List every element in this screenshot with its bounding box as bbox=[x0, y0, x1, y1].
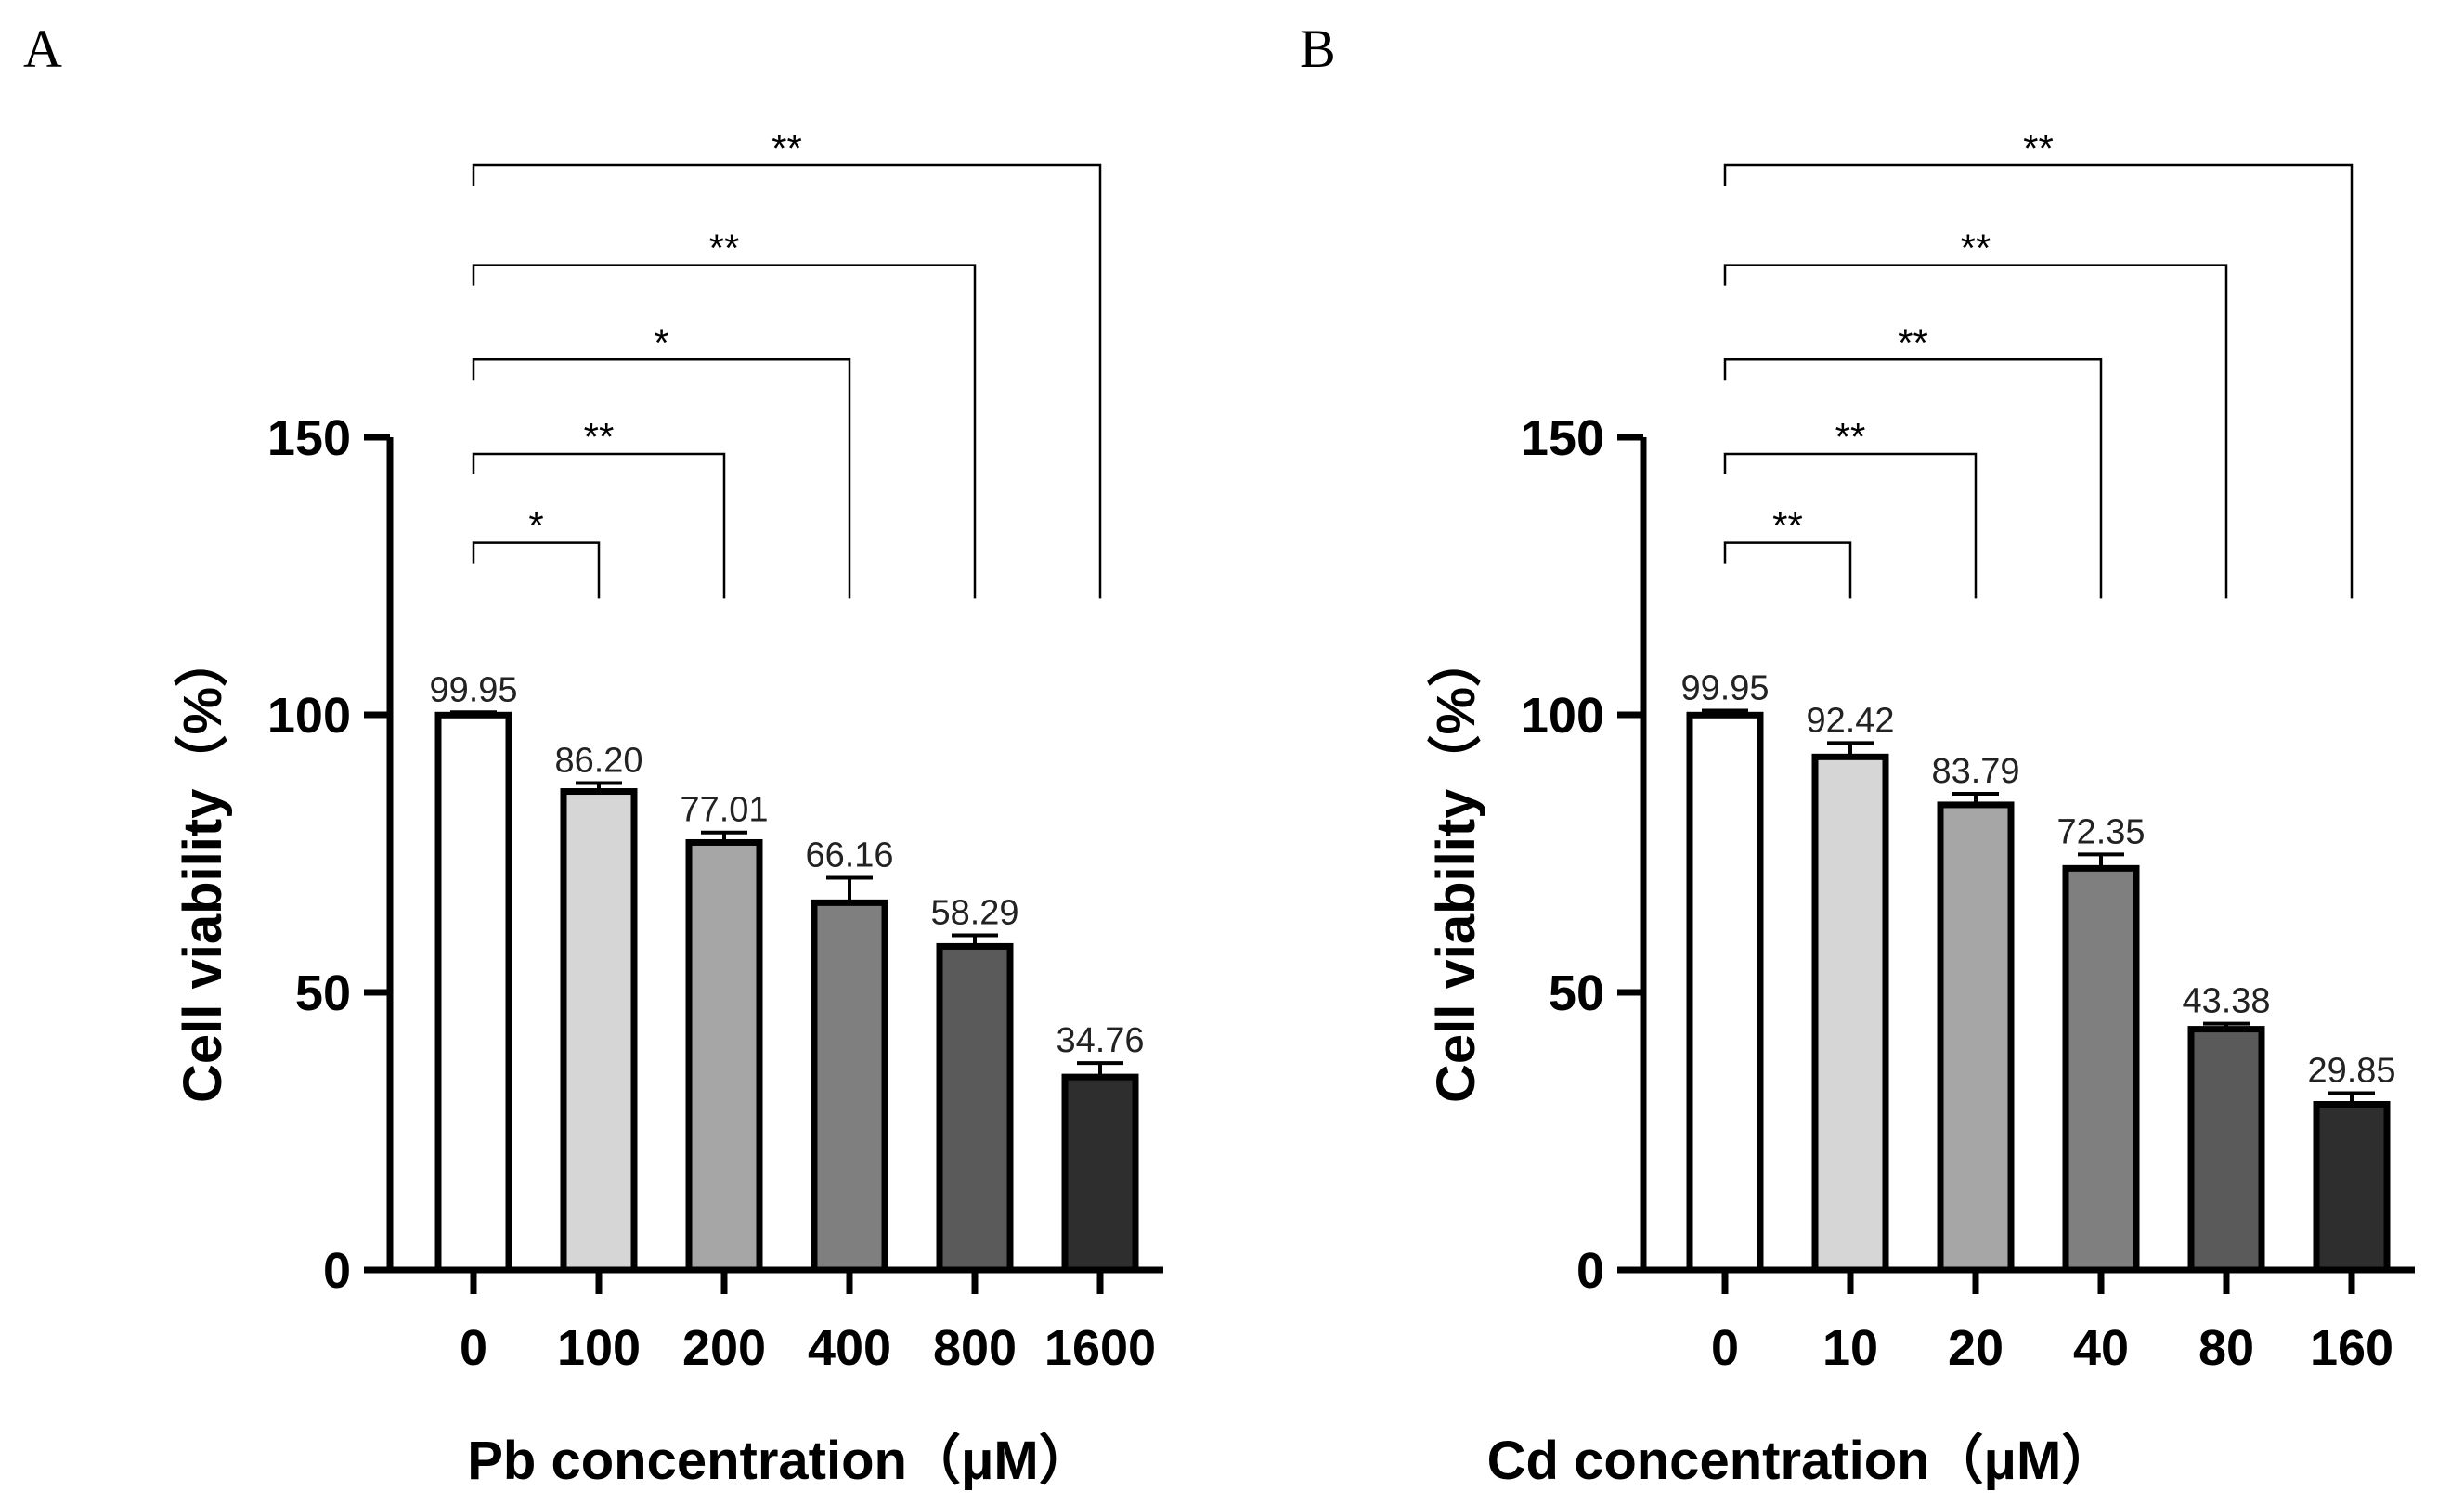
significance-label-3: * bbox=[654, 320, 668, 364]
chart-panel-a: 0 50 100 150 99.95 0 86.20 100 77.01 200 66.16 400 5… bbox=[173, 126, 1163, 1491]
x-tick-label-0: 0 bbox=[1711, 1320, 1739, 1376]
significance-label-2: ** bbox=[1835, 415, 1866, 459]
y-tick-label-0: 0 bbox=[1576, 1243, 1604, 1299]
significance-bracket-4 bbox=[472, 264, 977, 599]
y-tick-label-0: 0 bbox=[323, 1243, 351, 1299]
data-label-80: 43.38 bbox=[2182, 982, 2270, 1021]
significance-label-4: ** bbox=[1961, 227, 1991, 270]
bar-80 bbox=[2187, 1026, 2265, 1274]
y-tick-label-150: 150 bbox=[267, 410, 351, 466]
significance-bracket-1 bbox=[1723, 541, 1852, 599]
significance-label-2: ** bbox=[584, 415, 615, 459]
significance-bracket-5 bbox=[472, 163, 1102, 599]
data-label-1600: 34.76 bbox=[1056, 1021, 1144, 1060]
y-axis-title: Cell viability（%） bbox=[1426, 633, 1486, 1103]
y-axis-title: Cell viability（%） bbox=[173, 633, 233, 1103]
data-label-160: 29.85 bbox=[2307, 1052, 2395, 1091]
bar-1600 bbox=[1061, 1073, 1139, 1274]
panel-letter-b: B bbox=[1300, 19, 1336, 79]
significance-bracket-3 bbox=[1723, 358, 2103, 599]
data-label-0: 99.95 bbox=[1680, 669, 1769, 708]
bar-100 bbox=[560, 788, 638, 1274]
x-tick-label-400: 400 bbox=[808, 1320, 891, 1376]
bar-10 bbox=[1811, 753, 1889, 1274]
x-axis-title: Pb concentration（μM） bbox=[467, 1431, 1093, 1491]
significance-bracket-2 bbox=[1723, 452, 1978, 599]
x-tick-label-200: 200 bbox=[682, 1320, 766, 1376]
significance-label-3: ** bbox=[1898, 320, 1928, 364]
data-label-400: 66.16 bbox=[805, 836, 893, 875]
x-axis-title: Cd concentration（μM） bbox=[1487, 1431, 2116, 1491]
significance-label-5: ** bbox=[772, 126, 802, 170]
data-label-100: 86.20 bbox=[554, 742, 642, 781]
x-tick-label-160: 160 bbox=[2310, 1320, 2393, 1376]
y-tick-label-50: 50 bbox=[295, 965, 351, 1021]
x-tick-label-800: 800 bbox=[933, 1320, 1017, 1376]
x-tick-label-100: 100 bbox=[557, 1320, 641, 1376]
significance-bracket-4 bbox=[1723, 264, 2228, 599]
significance-bracket-2 bbox=[472, 452, 726, 599]
x-tick-label-0: 0 bbox=[460, 1320, 487, 1376]
data-label-800: 58.29 bbox=[930, 893, 1018, 932]
significance-label-5: ** bbox=[2023, 126, 2054, 170]
data-label-40: 72.35 bbox=[2056, 812, 2145, 851]
x-tick-label-40: 40 bbox=[2073, 1320, 2129, 1376]
significance-label-1: * bbox=[528, 504, 543, 548]
x-tick-label-20: 20 bbox=[1948, 1320, 2004, 1376]
bar-0 bbox=[1686, 711, 1764, 1274]
data-label-10: 92.42 bbox=[1806, 701, 1894, 740]
chart-panel-b: 0 50 100 150 99.95 0 92.42 10 83.79 20 72.35 40 43.3… bbox=[1426, 126, 2415, 1491]
significance-bracket-1 bbox=[472, 541, 601, 599]
x-tick-label-1600: 1600 bbox=[1044, 1320, 1156, 1376]
bar-40 bbox=[2062, 864, 2140, 1274]
x-tick-label-80: 80 bbox=[2198, 1320, 2254, 1376]
bar-0 bbox=[434, 711, 512, 1274]
y-tick-label-100: 100 bbox=[1521, 688, 1604, 744]
y-tick-label-100: 100 bbox=[267, 688, 351, 744]
x-tick-label-10: 10 bbox=[1822, 1320, 1878, 1376]
y-tick-label-150: 150 bbox=[1521, 410, 1604, 466]
bar-400 bbox=[811, 899, 888, 1274]
data-label-200: 77.01 bbox=[680, 791, 768, 830]
significance-bracket-5 bbox=[1723, 163, 2354, 599]
significance-label-4: ** bbox=[709, 227, 740, 270]
bar-20 bbox=[1937, 801, 2015, 1274]
panel-letter-a: A bbox=[23, 19, 62, 79]
bar-200 bbox=[685, 838, 763, 1274]
data-label-0: 99.95 bbox=[429, 670, 517, 709]
bar-800 bbox=[936, 942, 1014, 1274]
data-label-20: 83.79 bbox=[1931, 752, 2019, 791]
y-tick-label-50: 50 bbox=[1549, 965, 1604, 1021]
significance-bracket-3 bbox=[472, 358, 851, 599]
significance-label-1: ** bbox=[1772, 504, 1803, 548]
bar-160 bbox=[2313, 1100, 2391, 1274]
